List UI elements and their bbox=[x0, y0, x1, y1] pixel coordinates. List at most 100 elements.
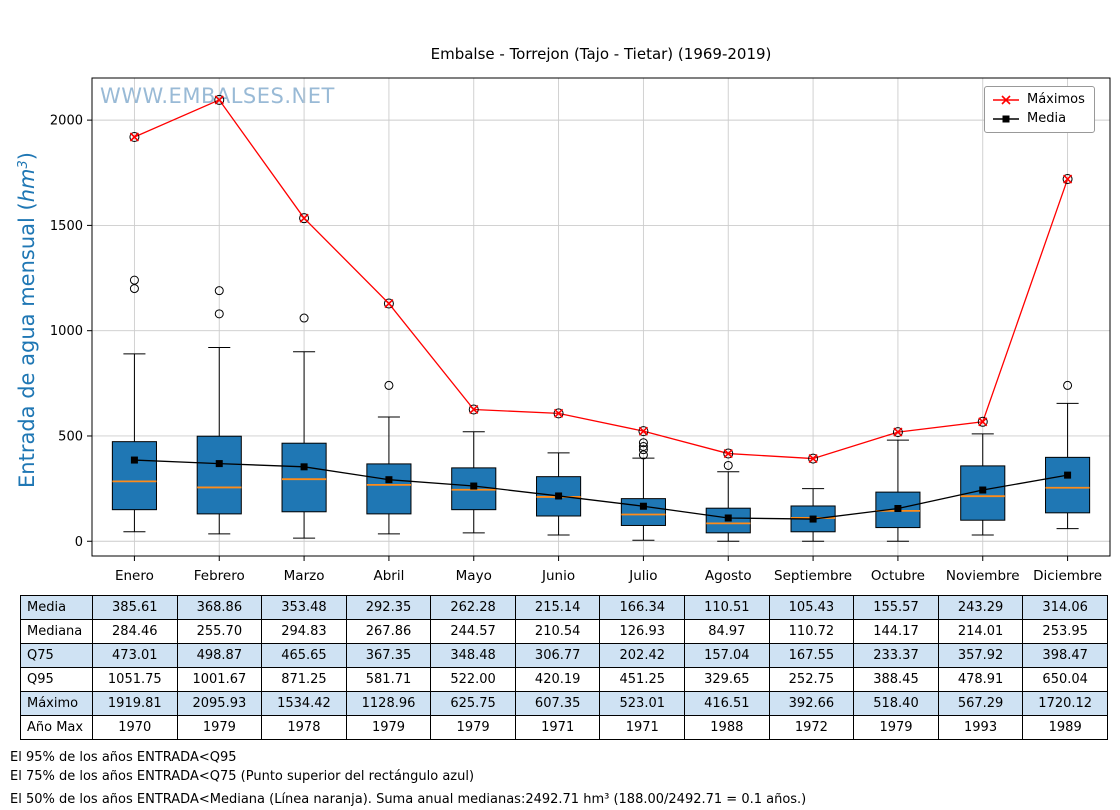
legend-entry-media: Media bbox=[992, 111, 1085, 126]
table-cell: 244.57 bbox=[430, 619, 516, 644]
table-cell: 1979 bbox=[853, 715, 939, 740]
table-cell: 292.35 bbox=[345, 595, 432, 620]
table-cell: 1128.96 bbox=[345, 691, 432, 716]
table-cell: 126.93 bbox=[599, 619, 686, 644]
svg-text:Noviembre: Noviembre bbox=[946, 568, 1020, 584]
note-line-3: El 50% de los años ENTRADA<Mediana (Líne… bbox=[10, 792, 807, 807]
table-cell: 155.57 bbox=[853, 595, 939, 620]
table-row: Q75 473.01 498.87 465.65 367.35 348.48 306.77 2… bbox=[20, 643, 1108, 668]
table-cell: 465.65 bbox=[261, 643, 347, 668]
table-cell: 329.65 bbox=[684, 667, 770, 692]
table-cell: 253.95 bbox=[1022, 619, 1108, 644]
svg-text:Abril: Abril bbox=[373, 568, 404, 584]
stats-table-body: Media 385.61 368.86 353.48 292.35 262.28 215.1… bbox=[20, 595, 1108, 740]
maximos-marker-icon bbox=[993, 94, 1019, 105]
table-cell: 1971 bbox=[599, 715, 686, 740]
svg-text:1000: 1000 bbox=[50, 324, 83, 339]
row-label: Año Max bbox=[20, 715, 93, 740]
chart-title: Embalse - Torrejon (Tajo - Tietar) (1969… bbox=[430, 45, 772, 63]
table-cell: 1051.75 bbox=[92, 667, 178, 692]
table-cell: 1972 bbox=[768, 715, 855, 740]
table-cell: 368.86 bbox=[176, 595, 263, 620]
table-cell: 166.34 bbox=[599, 595, 686, 620]
table-cell: 353.48 bbox=[261, 595, 347, 620]
table-cell: 214.01 bbox=[937, 619, 1024, 644]
stats-table: Media 385.61 368.86 353.48 292.35 262.28 215.1… bbox=[20, 595, 1108, 740]
svg-text:Febrero: Febrero bbox=[194, 568, 245, 584]
chart-svg: 0 500 1000 1500 2000 Enero Febrero Marzo Abril Ma… bbox=[50, 77, 1111, 584]
svg-text:Mayo: Mayo bbox=[456, 568, 492, 584]
table-cell: 2095.93 bbox=[176, 691, 263, 716]
media-line bbox=[130, 456, 1072, 523]
table-cell: 367.35 bbox=[345, 643, 432, 668]
table-cell: 1979 bbox=[176, 715, 263, 740]
svg-text:1500: 1500 bbox=[50, 219, 83, 234]
table-cell: 567.29 bbox=[937, 691, 1024, 716]
table-cell: 385.61 bbox=[92, 595, 178, 620]
table-cell: 267.86 bbox=[345, 619, 432, 644]
table-cell: 625.75 bbox=[430, 691, 516, 716]
table-cell: 607.35 bbox=[514, 691, 601, 716]
svg-text:Septiembre: Septiembre bbox=[774, 568, 852, 584]
table-row: Media 385.61 368.86 353.48 292.35 262.28 215.1… bbox=[20, 595, 1108, 620]
table-cell: 478.91 bbox=[937, 667, 1024, 692]
table-cell: 392.66 bbox=[768, 691, 855, 716]
table-cell: 357.92 bbox=[937, 643, 1024, 668]
chart-legend: Máximos Media bbox=[984, 86, 1095, 133]
svg-text:0: 0 bbox=[75, 535, 83, 550]
table-cell: 284.46 bbox=[92, 619, 178, 644]
table-cell: 110.51 bbox=[684, 595, 770, 620]
table-cell: 167.55 bbox=[768, 643, 855, 668]
table-cell: 243.29 bbox=[937, 595, 1024, 620]
table-cell: 1720.12 bbox=[1022, 691, 1108, 716]
table-row: Q95 1051.75 1001.67 871.25 581.71 522.00 420.1… bbox=[20, 667, 1108, 692]
table-cell: 215.14 bbox=[514, 595, 601, 620]
row-label: Q75 bbox=[20, 643, 93, 668]
table-cell: 157.04 bbox=[684, 643, 770, 668]
svg-text:2000: 2000 bbox=[50, 114, 83, 129]
table-cell: 581.71 bbox=[345, 667, 432, 692]
table-cell: 1001.67 bbox=[176, 667, 263, 692]
table-cell: 1993 bbox=[937, 715, 1024, 740]
table-cell: 314.06 bbox=[1022, 595, 1108, 620]
table-row: Mediana 284.46 255.70 294.83 267.86 244.57 210… bbox=[20, 619, 1108, 644]
table-cell: 498.87 bbox=[176, 643, 263, 668]
table-cell: 1989 bbox=[1022, 715, 1108, 740]
legend-entry-maximos: Máximos bbox=[992, 92, 1085, 107]
table-cell: 1970 bbox=[92, 715, 178, 740]
svg-text:Marzo: Marzo bbox=[284, 568, 325, 584]
table-cell: 348.48 bbox=[430, 643, 516, 668]
svg-text:Enero: Enero bbox=[115, 568, 154, 584]
table-cell: 388.45 bbox=[853, 667, 939, 692]
table-cell: 262.28 bbox=[430, 595, 516, 620]
gridlines bbox=[92, 78, 1110, 556]
legend-label-maximos: Máximos bbox=[1027, 92, 1085, 107]
table-cell: 252.75 bbox=[768, 667, 855, 692]
row-label: Q95 bbox=[20, 667, 93, 692]
table-cell: 1979 bbox=[430, 715, 516, 740]
table-cell: 1919.81 bbox=[92, 691, 178, 716]
svg-text:Octubre: Octubre bbox=[871, 568, 925, 584]
table-cell: 523.01 bbox=[599, 691, 686, 716]
boxplots bbox=[111, 275, 1091, 542]
footnotes: El 95% de los años ENTRADA<Q95 El 75% de… bbox=[10, 748, 806, 809]
table-cell: 1534.42 bbox=[261, 691, 347, 716]
table-row: Máximo 1919.81 2095.93 1534.42 1128.96 625.75… bbox=[20, 691, 1108, 716]
svg-text:Agosto: Agosto bbox=[705, 568, 752, 584]
table-cell: 1979 bbox=[345, 715, 432, 740]
table-cell: 84.97 bbox=[684, 619, 770, 644]
table-cell: 105.43 bbox=[768, 595, 855, 620]
table-cell: 202.42 bbox=[599, 643, 686, 668]
axes: 0 500 1000 1500 2000 Enero Febrero Marzo Abril Ma… bbox=[50, 77, 1111, 584]
row-label: Mediana bbox=[20, 619, 93, 644]
media-marker-icon bbox=[993, 115, 1019, 122]
table-cell: 110.72 bbox=[768, 619, 855, 644]
table-cell: 416.51 bbox=[684, 691, 770, 716]
table-cell: 233.37 bbox=[853, 643, 939, 668]
table-cell: 294.83 bbox=[261, 619, 347, 644]
table-cell: 522.00 bbox=[430, 667, 516, 692]
note-line-1: El 95% de los años ENTRADA<Q95 bbox=[10, 750, 237, 765]
table-cell: 210.54 bbox=[514, 619, 601, 644]
table-cell: 871.25 bbox=[261, 667, 347, 692]
